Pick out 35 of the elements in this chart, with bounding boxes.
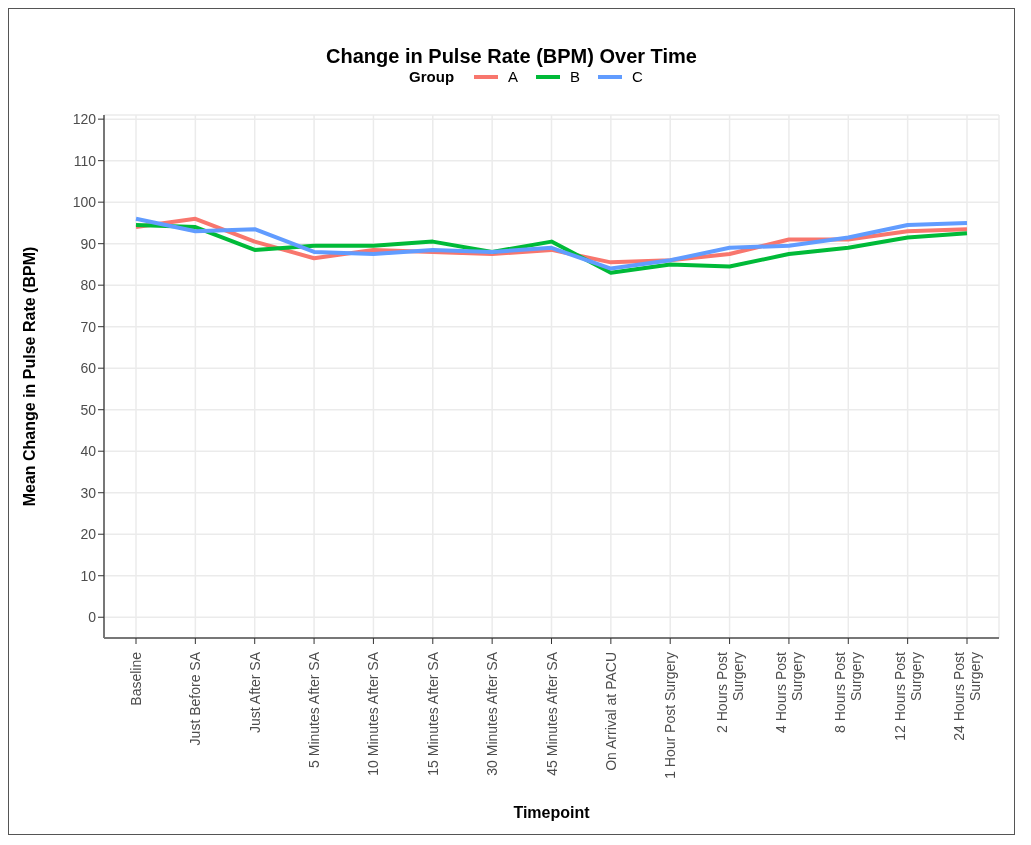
y-tick-label: 20 xyxy=(80,526,97,543)
y-tick-label: 10 xyxy=(80,567,97,584)
y-tick-label: 70 xyxy=(80,318,97,335)
x-tick-label: 8 Hours Post Surgery xyxy=(832,651,865,733)
chart-title: Change in Pulse Rate (BPM) Over Time xyxy=(325,45,698,68)
y-tick-label: 0 xyxy=(88,609,97,626)
x-tick-label: 4 Hours Post Surgery xyxy=(772,651,805,733)
x-tick-label: 45 Minutes After SA xyxy=(543,651,560,776)
x-tick-label: 5 Minutes After SA xyxy=(306,651,323,768)
y-tick-label: 30 xyxy=(80,484,97,501)
x-tick-label: 24 Hours Post Surgery xyxy=(951,651,983,741)
y-tick-label: 60 xyxy=(80,360,97,377)
y-axis-title: Mean Change in Pulse Rate (BPM) xyxy=(20,246,38,507)
x-tick-label: 2 Hours Post Surgery xyxy=(713,651,746,733)
y-tick-label: 110 xyxy=(73,152,97,169)
y-tick-label: 50 xyxy=(80,401,97,418)
x-tick-label: 30 Minutes After SA xyxy=(484,651,501,776)
x-tick-label: Just Before SA xyxy=(187,651,204,746)
legend-label: B xyxy=(570,68,581,85)
x-tick-label: 10 Minutes After SA xyxy=(365,651,382,776)
x-tick-label: Baseline xyxy=(128,651,144,706)
x-axis-title: Timepoint xyxy=(513,804,591,821)
x-tick-label: 15 Minutes After SA xyxy=(424,651,441,776)
x-tick-label: Just After SA xyxy=(246,651,263,733)
legend-label: A xyxy=(508,68,519,85)
x-tick-label: 12 Hours Post Surgery xyxy=(891,651,924,741)
y-tick-label: 100 xyxy=(72,194,97,211)
y-tick-label: 120 xyxy=(72,111,97,128)
y-tick-label: 80 xyxy=(80,277,97,294)
y-tick-label: 90 xyxy=(80,235,97,252)
x-tick-label: On Arrival at PACU xyxy=(602,652,619,771)
x-tick-label: 1 Hour Post Surgery xyxy=(662,652,679,779)
legend-label: C xyxy=(632,68,643,85)
y-tick-label: 40 xyxy=(80,443,97,460)
legend-title: Group xyxy=(409,68,455,85)
